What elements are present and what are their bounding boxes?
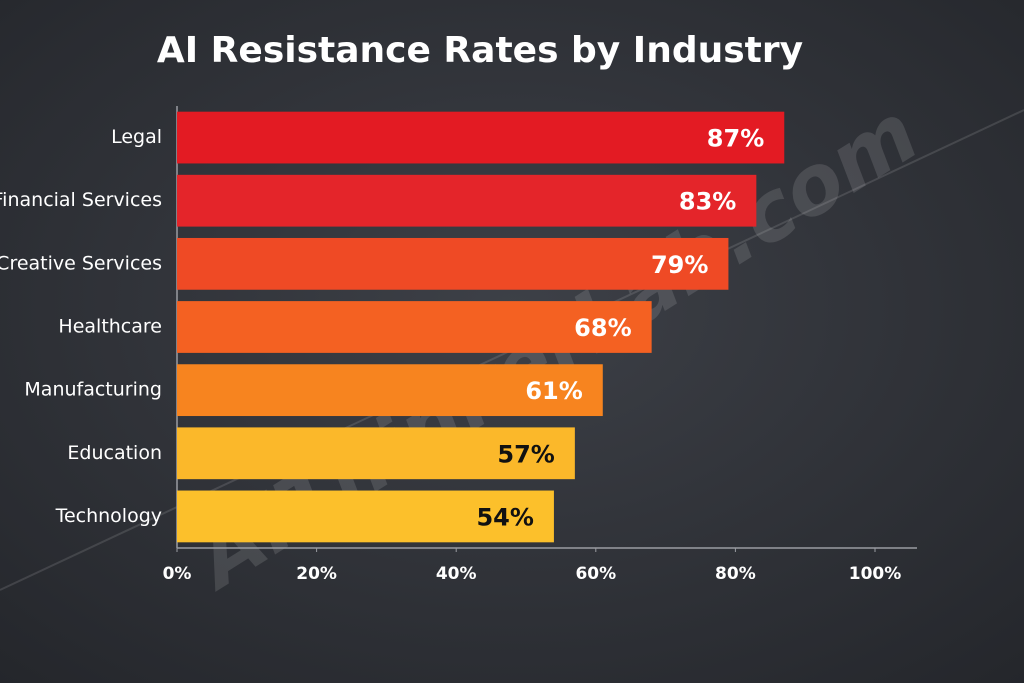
value-label: 87% (707, 125, 764, 153)
category-label: Financial Services (0, 189, 162, 211)
bar (177, 427, 575, 480)
x-tick-label: 0% (163, 564, 192, 584)
bar (177, 237, 729, 290)
category-label: Manufacturing (24, 379, 162, 401)
bar (177, 111, 785, 164)
x-tick-label: 20% (296, 564, 337, 584)
category-label: Legal (111, 126, 162, 148)
bar (177, 301, 652, 353)
bar (177, 364, 603, 417)
category-label: Education (67, 442, 162, 464)
category-label: Creative Services (0, 252, 162, 274)
value-label: 54% (476, 503, 533, 531)
x-tick-label: 40% (436, 564, 477, 584)
bar (177, 490, 554, 543)
value-label: 61% (525, 377, 582, 405)
value-label: 83% (679, 188, 736, 216)
category-label: Technology (55, 505, 162, 527)
x-tick-label: 60% (575, 564, 616, 584)
value-label: 79% (651, 251, 708, 279)
chart-title: AI Resistance Rates by Industry (157, 30, 803, 71)
bar (177, 174, 757, 227)
x-tick-label: 100% (849, 564, 902, 584)
value-label: 57% (497, 440, 554, 468)
value-label: 68% (574, 314, 631, 342)
x-tick-label: 80% (715, 564, 756, 584)
category-label: Healthcare (58, 316, 162, 338)
